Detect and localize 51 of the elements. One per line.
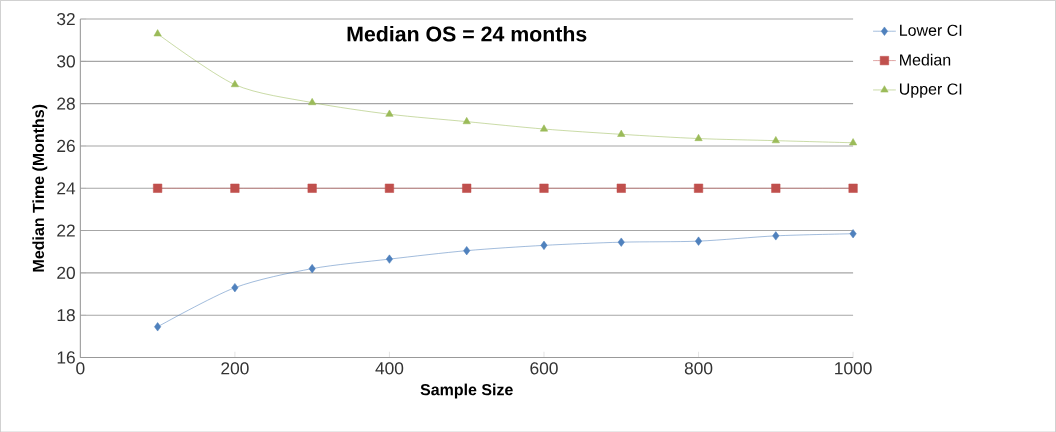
- point: [616, 183, 626, 193]
- x-tick-label: 1000: [835, 361, 872, 375]
- y-tick-label: 18: [57, 308, 75, 322]
- x-tick-label: 800: [684, 361, 713, 375]
- point: [695, 236, 703, 246]
- point: [694, 183, 704, 193]
- point: [617, 129, 626, 137]
- point: [153, 29, 162, 37]
- point: [308, 97, 317, 105]
- point: [230, 79, 239, 87]
- x-tick-label: 0: [76, 361, 85, 375]
- point: [772, 231, 780, 241]
- point: [848, 183, 858, 193]
- chart-title: Median OS = 24 months: [347, 25, 587, 42]
- point: [230, 183, 240, 193]
- point: [153, 183, 163, 193]
- point: [694, 133, 703, 141]
- y-tick-label: 24: [57, 181, 76, 195]
- y-tick-label: 26: [57, 139, 75, 152]
- point: [617, 237, 625, 247]
- point: [308, 263, 316, 273]
- legend-label: Median: [900, 53, 951, 66]
- legend-label: Upper CI: [899, 83, 962, 98]
- point: [384, 183, 394, 193]
- point: [385, 254, 393, 264]
- y-tick-label: 32: [57, 12, 75, 25]
- point: [849, 138, 858, 145]
- point: [307, 183, 317, 193]
- point: [771, 183, 781, 193]
- point: [463, 245, 471, 255]
- x-axis-title: Sample Size: [420, 383, 513, 399]
- point: [385, 109, 394, 117]
- point: [154, 322, 162, 332]
- x-tick-label: 400: [375, 361, 404, 375]
- point: [540, 240, 548, 250]
- point: [849, 228, 857, 239]
- y-axis-title: Median Time (Months): [32, 104, 48, 272]
- x-tick-label: 200: [221, 361, 249, 375]
- y-tick-label: 30: [57, 54, 75, 68]
- point: [771, 135, 780, 143]
- y-tick-label: 22: [57, 224, 75, 237]
- x-tick-label: 600: [530, 361, 558, 375]
- point: [462, 183, 472, 193]
- y-tick-label: 16: [57, 351, 75, 364]
- legend-label: Lower CI: [900, 24, 962, 36]
- point: [462, 116, 471, 124]
- point: [539, 183, 549, 193]
- point: [231, 282, 239, 292]
- y-tick-label: 28: [57, 97, 75, 110]
- point: [540, 124, 548, 132]
- y-tick-label: 20: [57, 266, 75, 279]
